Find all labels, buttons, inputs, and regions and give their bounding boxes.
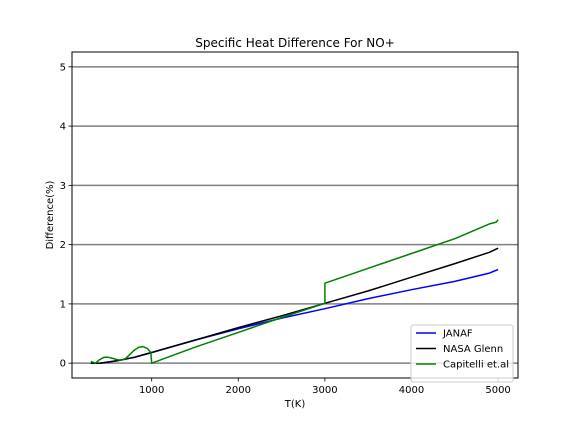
x-axis-label: T(K) — [284, 399, 306, 410]
y-tick-label: 4 — [60, 122, 66, 133]
plot-frame — [71, 51, 519, 379]
y-tick-label: 2 — [60, 240, 66, 251]
chart-title: Specific Heat Difference For NO+ — [195, 36, 395, 50]
y-tick-label: 1 — [60, 299, 66, 310]
x-tick-label: 1000 — [139, 385, 164, 396]
legend-label: JANAF — [442, 329, 473, 340]
series-line — [90, 247, 499, 364]
y-tick-label: 5 — [60, 62, 66, 73]
legend-label: Capitelli et.al — [443, 360, 509, 371]
y-tick-label: 0 — [60, 359, 66, 370]
y-tick-label: 3 — [60, 181, 66, 192]
x-tick-label: 3000 — [312, 385, 337, 396]
x-tick-label: 2000 — [226, 385, 251, 396]
x-tick-label: 5000 — [485, 385, 510, 396]
x-tick-label: 4000 — [399, 385, 424, 396]
legend-label: NASA Glenn — [443, 344, 503, 355]
legend: JANAF NASA Glenn Capitelli et.al — [410, 324, 514, 383]
series-line — [90, 219, 499, 364]
y-axis-label: Difference(%) — [45, 180, 56, 249]
legend-box — [410, 324, 514, 383]
